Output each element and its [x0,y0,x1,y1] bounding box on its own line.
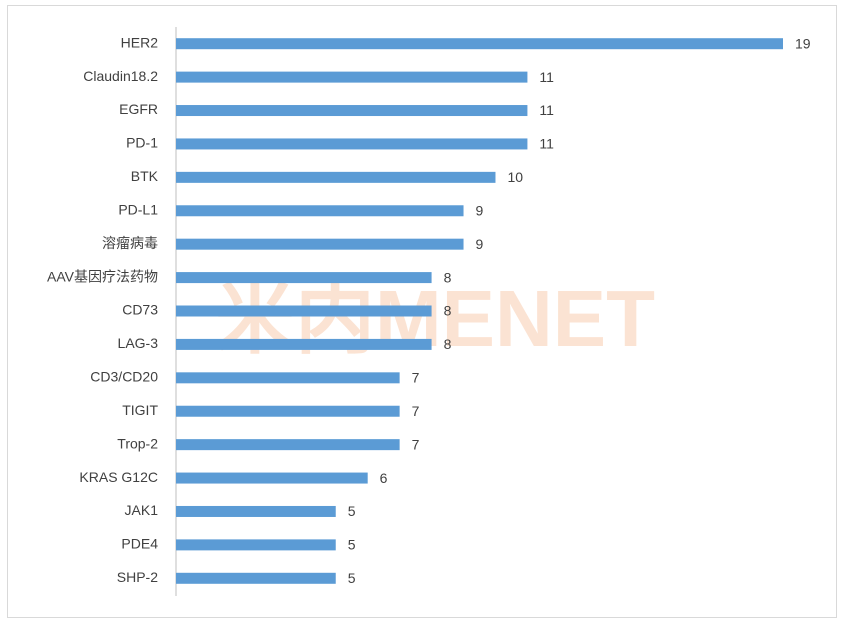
category-label: PDE4 [121,536,158,552]
value-label: 8 [444,303,452,319]
category-label: HER2 [121,34,159,50]
value-label: 19 [795,35,811,51]
value-label: 8 [444,269,452,285]
bar [176,272,432,284]
bar [176,38,783,50]
chart-frame [7,5,837,618]
bar [176,505,336,517]
value-label: 7 [412,436,420,452]
category-label: 溶瘤病毒 [102,235,158,251]
bar [176,238,464,250]
bar [176,105,528,117]
value-label: 9 [476,236,484,252]
value-label: 5 [348,570,356,586]
category-label: PD-1 [126,135,158,151]
bar [176,305,432,317]
value-label: 10 [507,169,523,185]
category-label: TIGIT [122,402,158,418]
category-label: CD73 [122,302,158,318]
value-label: 5 [348,503,356,519]
bar [176,138,528,150]
value-label: 8 [444,336,452,352]
category-label: KRAS G12C [79,469,158,485]
value-label: 11 [539,102,554,118]
value-label: 6 [380,470,388,486]
bar [176,338,432,350]
value-label: 11 [539,69,554,85]
value-label: 7 [412,370,420,386]
category-label: Claudin18.2 [83,68,158,84]
bar [176,539,336,551]
category-label: SHP-2 [117,569,158,585]
bar [176,472,368,484]
value-label: 5 [348,537,356,553]
bar [176,171,496,183]
bar [176,405,400,417]
bar [176,71,528,83]
value-label: 11 [539,136,554,152]
category-label: CD3/CD20 [90,369,158,385]
category-label: BTK [131,168,159,184]
category-label: LAG-3 [118,335,159,351]
category-label: PD-L1 [118,201,158,217]
value-label: 9 [476,202,484,218]
bar [176,572,336,584]
bar [176,205,464,217]
category-label: AAV基因疗法药物 [47,268,158,284]
bar [176,439,400,451]
category-label: JAK1 [125,502,159,518]
value-label: 7 [412,403,420,419]
bar [176,372,400,384]
category-label: Trop-2 [117,435,158,451]
category-label: EGFR [119,101,158,117]
